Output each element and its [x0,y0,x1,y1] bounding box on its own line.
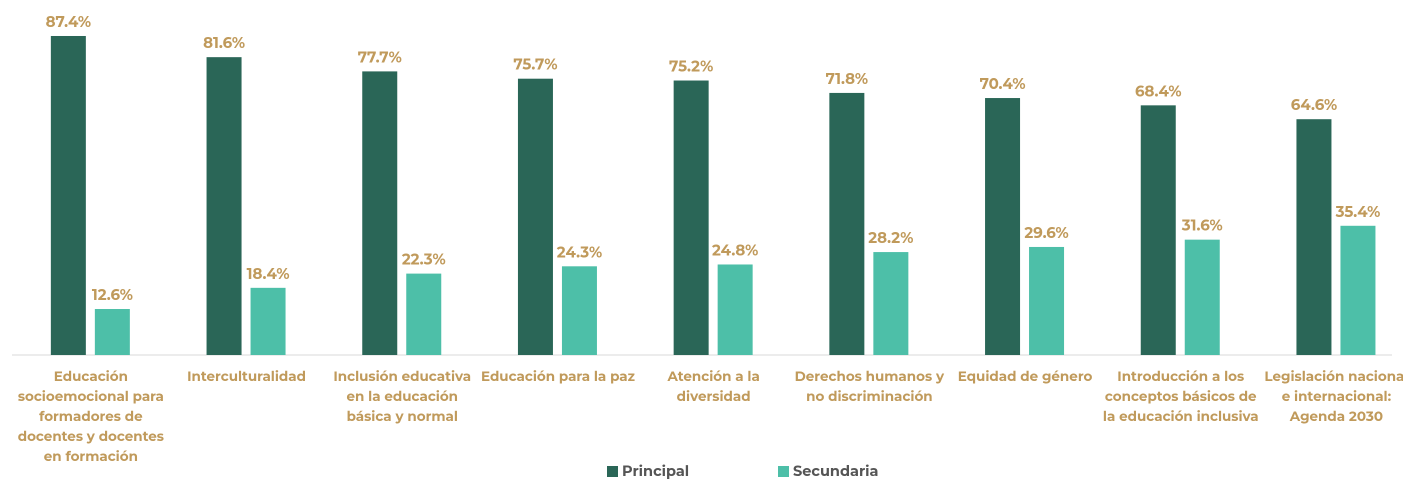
legend-swatch [778,465,789,477]
x-tick-label: Inclusión educativa en la educación bási… [333,369,472,425]
bar [873,252,909,355]
value-label: 24.8% [712,240,758,259]
value-label: 75.7% [513,55,557,74]
value-label: 77.7% [358,47,402,66]
value-label: 18.4% [247,264,290,283]
legend-label: Principal [622,462,690,480]
x-tick-label: Atención a la diversidad [667,369,760,405]
value-label: 24.3% [557,242,602,261]
bar [50,35,86,356]
x-tick-label: Derechos humanos y no discriminación [794,369,945,405]
bar [1029,246,1065,355]
value-label: 68.4% [1135,81,1182,100]
bar [985,98,1021,355]
value-label: 35.4% [1335,202,1381,221]
x-tick-label: Educación socioemocional para formadores… [17,369,164,465]
legend-item: Secundaria [778,462,879,480]
bar [673,80,709,356]
bar [94,309,130,355]
value-label: 75.2% [669,57,713,76]
value-label: 87.4% [46,12,91,31]
legend-label: Secundaria [793,462,879,480]
bar [1340,225,1376,355]
bar [206,57,242,355]
bar [1184,239,1220,355]
value-label: 81.6% [203,33,245,52]
bar [717,264,753,355]
x-tick-label: Interculturalidad [187,369,306,385]
bar [250,287,286,355]
value-label: 22.3% [402,250,446,269]
x-tick-label: Equidad de género [957,369,1093,385]
bar [406,273,442,355]
bar [517,78,553,355]
x-tick-label: Educación para la paz [480,369,635,385]
bar [1296,119,1332,356]
value-label: 31.6% [1181,216,1223,235]
value-label: 29.6% [1024,223,1068,242]
value-label: 64.6% [1291,95,1337,114]
value-label: 12.6% [92,285,133,304]
x-tick-label: Introducción a los conceptos básicos de … [1102,369,1259,425]
value-label: 71.8% [826,69,868,88]
bar [1140,105,1176,355]
legend-item: Principal [607,462,689,480]
bar [829,92,865,356]
legend-swatch [607,465,618,477]
x-tick-label: Legislación nacional e internacional: Ag… [1264,369,1403,425]
bar [561,266,597,355]
value-label: 70.4% [980,74,1026,93]
bar [362,71,398,356]
value-label: 28.2% [868,228,913,247]
